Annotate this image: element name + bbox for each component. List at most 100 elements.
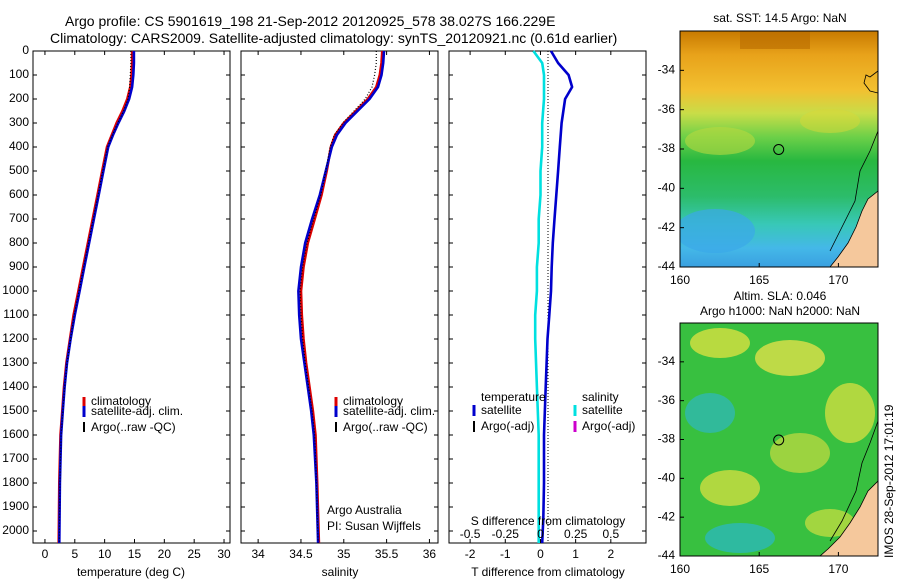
temperature-legend: climatology satellite-adj. clim. Argo(..… bbox=[82, 394, 183, 434]
diff-legend-sal-title: salinity bbox=[582, 390, 619, 404]
xtick-label: 34.5 bbox=[289, 547, 313, 561]
salinity-legend: climatology satellite-adj. clim. Argo(..… bbox=[334, 394, 435, 434]
map-xtick-label: 170 bbox=[828, 562, 848, 576]
xtick-label: 35 bbox=[337, 547, 351, 561]
salinity-xlabel: salinity bbox=[322, 565, 359, 579]
map-ytick-label: -44 bbox=[658, 548, 676, 562]
map-ytick-label: -36 bbox=[658, 102, 676, 116]
sla-map-title-1: Altim. SLA: 0.046 bbox=[734, 289, 827, 303]
series-line-climatology bbox=[299, 50, 384, 544]
map-xtick-label: 165 bbox=[749, 273, 769, 287]
map-ytick-label: -40 bbox=[658, 471, 676, 485]
sla-map-panel: Altim. SLA: 0.046 Argo h1000: NaN h2000:… bbox=[658, 289, 879, 576]
ytick-label: 1900 bbox=[2, 499, 29, 513]
temp-legend-sat: satellite-adj. clim. bbox=[91, 404, 183, 418]
sal-legend-argo: Argo(..raw -QC) bbox=[343, 420, 428, 434]
xtick-label: -2 bbox=[465, 547, 476, 561]
map-ytick-label: -34 bbox=[658, 63, 676, 77]
sla-patch-1 bbox=[690, 328, 750, 358]
ytick-label: 100 bbox=[9, 67, 29, 81]
series-line-salinity-satellite bbox=[532, 50, 546, 543]
temp-legend-clim: climatology bbox=[91, 394, 151, 408]
sla-patch-8 bbox=[805, 509, 855, 537]
sst-argo-position-marker bbox=[773, 144, 785, 155]
xtick-label: 15 bbox=[128, 547, 142, 561]
xtick-label: 35.5 bbox=[375, 547, 399, 561]
difference-xlabel-temperature: T difference from climatology bbox=[471, 565, 625, 579]
difference-legend: temperature satellite Argo(-adj) salinit… bbox=[472, 390, 635, 433]
xtick-label: 36 bbox=[423, 547, 437, 561]
sst-warm-patch bbox=[740, 31, 810, 49]
map-ytick-label: -34 bbox=[658, 354, 676, 368]
salinity-panel: 34 34.5 35 35.5 36 salinity climatology sate… bbox=[240, 50, 439, 579]
diff-legend-temp-title: temperature bbox=[481, 390, 546, 404]
ytick-label: 300 bbox=[9, 115, 29, 129]
header-line2: Climatology: CARS2009. Satellite-adjuste… bbox=[50, 30, 617, 46]
secondary-tick-label: 0.5 bbox=[602, 527, 619, 541]
sst-land bbox=[829, 190, 878, 267]
xtick-label: 20 bbox=[158, 547, 172, 561]
xtick-label: 0 bbox=[42, 547, 49, 561]
map-xtick-label: 160 bbox=[670, 562, 690, 576]
series-line-temperature-satellite bbox=[540, 50, 574, 544]
header-line1: Argo profile: CS 5901619_198 21-Sep-2012… bbox=[65, 13, 555, 29]
salinity-annotation-1: Argo Australia bbox=[327, 503, 402, 517]
xtick-label: 25 bbox=[188, 547, 202, 561]
map-xtick-label: 160 bbox=[670, 273, 690, 287]
ytick-label: 1000 bbox=[2, 283, 29, 297]
ytick-label: 1300 bbox=[2, 355, 29, 369]
sal-legend-sat: satellite-adj. clim. bbox=[343, 404, 435, 418]
sla-land bbox=[819, 480, 878, 556]
sla-patch-6 bbox=[700, 470, 760, 506]
secondary-tick-label: 0.25 bbox=[564, 527, 588, 541]
ytick-label: 900 bbox=[9, 259, 29, 273]
sla-patch-5 bbox=[770, 433, 830, 473]
ytick-label: 200 bbox=[9, 91, 29, 105]
sst-bathymetry-line bbox=[829, 130, 878, 252]
map-ytick-label: -42 bbox=[658, 509, 676, 523]
map-ytick-label: -38 bbox=[658, 141, 676, 155]
series-line-satellite-adj-clim- bbox=[58, 51, 136, 544]
sst-mid-patch bbox=[685, 127, 755, 155]
sst-coastline bbox=[863, 70, 878, 94]
sla-patch-2 bbox=[755, 340, 825, 376]
xtick-label: 10 bbox=[98, 547, 112, 561]
xtick-label: 30 bbox=[217, 547, 231, 561]
sal-legend-clim: climatology bbox=[343, 394, 403, 408]
diff-legend-temp-sat: satellite bbox=[481, 403, 522, 417]
map-ytick-label: -44 bbox=[658, 259, 676, 273]
xtick-label: 1 bbox=[572, 547, 579, 561]
map-xtick-label: 170 bbox=[828, 273, 848, 287]
diff-legend-sal-argo: Argo(-adj) bbox=[582, 419, 635, 433]
ytick-label: 1200 bbox=[2, 331, 29, 345]
imos-watermark: IMOS 28-Sep-2012 17:01:19 bbox=[882, 404, 896, 558]
diff-legend-temp-argo: Argo(-adj) bbox=[481, 419, 534, 433]
xtick-label: -1 bbox=[500, 547, 511, 561]
xtick-label: 2 bbox=[607, 547, 614, 561]
map-ytick-label: -42 bbox=[658, 220, 676, 234]
temp-legend-argo: Argo(..raw -QC) bbox=[91, 420, 176, 434]
map-xtick-label: 165 bbox=[749, 562, 769, 576]
map-ytick-label: -40 bbox=[658, 181, 676, 195]
salinity-frame bbox=[240, 50, 439, 544]
temperature-frame bbox=[32, 50, 231, 544]
ytick-label: 1600 bbox=[2, 427, 29, 441]
sst-cool-patch bbox=[680, 209, 755, 253]
xtick-label: 0 bbox=[537, 547, 544, 561]
sst-map-title: sat. SST: 14.5 Argo: NaN bbox=[713, 11, 846, 25]
ytick-label: 1500 bbox=[2, 403, 29, 417]
xtick-label: 34 bbox=[251, 547, 265, 561]
sst-map bbox=[680, 31, 878, 267]
ytick-label: 700 bbox=[9, 211, 29, 225]
sla-patch-7 bbox=[705, 523, 775, 553]
ytick-label: 1100 bbox=[3, 307, 29, 321]
secondary-tick-label: -0.5 bbox=[460, 527, 481, 541]
temperature-panel: 0100200300400500600700800900100011001200… bbox=[2, 43, 231, 579]
ytick-label: 1700 bbox=[2, 451, 29, 465]
sst-map-panel: sat. SST: 14.5 Argo: NaN bbox=[658, 11, 879, 287]
sla-bathymetry-line bbox=[829, 420, 878, 542]
temperature-xlabel: temperature (deg C) bbox=[77, 565, 185, 579]
sla-map-title-2: Argo h1000: NaN h2000: NaN bbox=[700, 304, 860, 318]
ytick-label: 400 bbox=[9, 139, 29, 153]
